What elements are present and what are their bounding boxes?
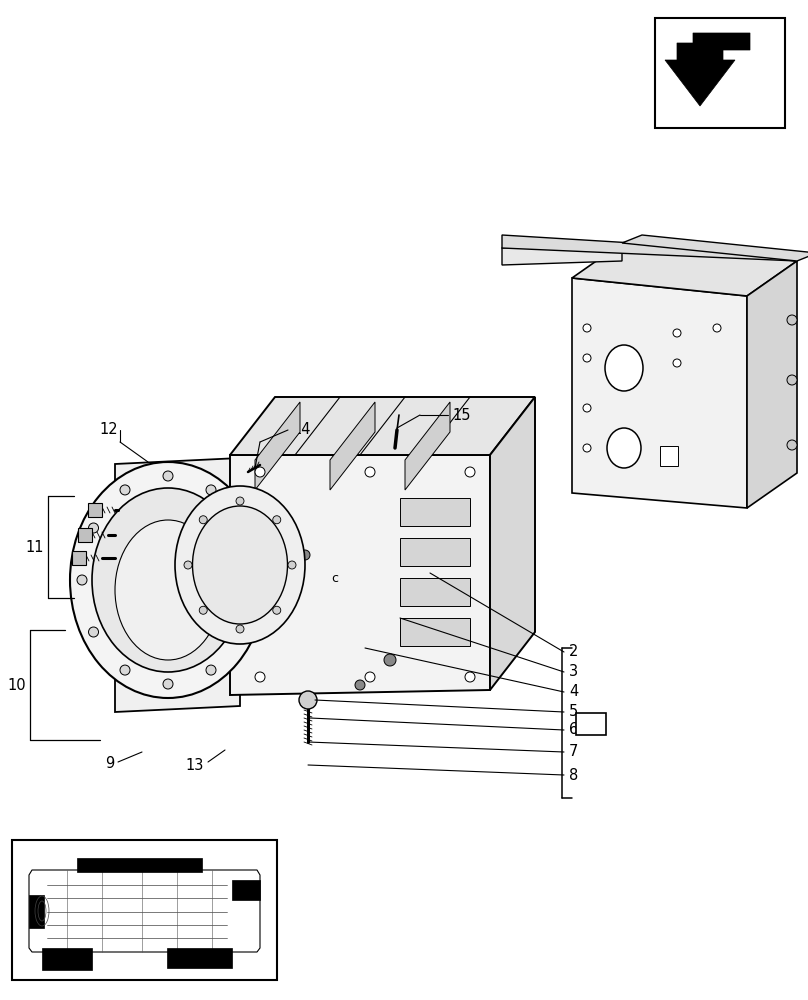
Text: 5: 5	[569, 704, 579, 720]
Polygon shape	[502, 235, 797, 261]
Circle shape	[238, 523, 247, 533]
Ellipse shape	[115, 520, 221, 660]
Polygon shape	[490, 397, 535, 690]
Circle shape	[163, 471, 173, 481]
Circle shape	[384, 654, 396, 666]
Ellipse shape	[70, 462, 266, 698]
Polygon shape	[29, 870, 260, 952]
Polygon shape	[115, 458, 240, 712]
Text: 7: 7	[569, 744, 579, 760]
Circle shape	[583, 354, 591, 362]
Circle shape	[673, 359, 681, 367]
Text: 3: 3	[569, 664, 579, 680]
Ellipse shape	[175, 486, 305, 644]
Polygon shape	[747, 261, 797, 508]
Circle shape	[236, 497, 244, 505]
Circle shape	[89, 523, 99, 533]
Circle shape	[583, 444, 591, 452]
Polygon shape	[232, 880, 260, 900]
Text: 4: 4	[569, 684, 579, 700]
Circle shape	[120, 485, 130, 495]
Bar	[12, 840, 277, 980]
Circle shape	[713, 324, 721, 332]
Circle shape	[583, 324, 591, 332]
Polygon shape	[572, 243, 797, 296]
Polygon shape	[255, 402, 300, 490]
Circle shape	[787, 315, 797, 325]
Text: 8: 8	[569, 768, 579, 782]
Circle shape	[206, 665, 216, 675]
Bar	[400, 618, 470, 646]
Bar	[88, 503, 102, 517]
Circle shape	[206, 485, 216, 495]
Bar	[400, 538, 470, 566]
Bar	[400, 498, 470, 526]
Circle shape	[89, 627, 99, 637]
Polygon shape	[502, 243, 622, 265]
Bar	[660, 446, 678, 466]
Circle shape	[300, 550, 310, 560]
Ellipse shape	[92, 488, 244, 672]
Circle shape	[200, 606, 207, 614]
Text: 15: 15	[452, 408, 470, 422]
Circle shape	[365, 467, 375, 477]
Ellipse shape	[192, 506, 288, 624]
Polygon shape	[167, 948, 232, 968]
Bar	[78, 528, 92, 542]
Text: 2: 2	[569, 645, 579, 660]
Circle shape	[184, 561, 192, 569]
Circle shape	[120, 665, 130, 675]
Circle shape	[465, 672, 475, 682]
Circle shape	[673, 329, 681, 337]
Polygon shape	[665, 33, 750, 106]
Polygon shape	[230, 455, 490, 695]
Text: 12: 12	[99, 422, 118, 438]
Text: 1: 1	[587, 716, 595, 732]
Circle shape	[200, 516, 207, 524]
Circle shape	[299, 691, 317, 709]
Polygon shape	[405, 402, 450, 490]
Polygon shape	[330, 402, 375, 490]
Circle shape	[249, 575, 259, 585]
Bar	[72, 551, 86, 565]
Circle shape	[355, 680, 365, 690]
Polygon shape	[42, 948, 92, 970]
Ellipse shape	[605, 345, 643, 391]
Text: 9: 9	[105, 756, 114, 772]
Circle shape	[255, 672, 265, 682]
Circle shape	[787, 375, 797, 385]
Text: 14: 14	[292, 422, 310, 438]
Text: 6: 6	[569, 722, 579, 738]
Bar	[400, 578, 470, 606]
Polygon shape	[29, 895, 44, 928]
Circle shape	[255, 467, 265, 477]
Text: 13: 13	[186, 758, 204, 772]
Text: 10: 10	[7, 678, 26, 692]
Circle shape	[236, 625, 244, 633]
Circle shape	[77, 575, 87, 585]
Circle shape	[273, 606, 280, 614]
Circle shape	[238, 627, 247, 637]
Circle shape	[273, 516, 280, 524]
Text: c: c	[331, 572, 339, 584]
Bar	[12, 840, 277, 980]
Polygon shape	[77, 858, 202, 872]
Circle shape	[365, 672, 375, 682]
Circle shape	[288, 561, 296, 569]
Bar	[576, 713, 606, 735]
Polygon shape	[230, 397, 535, 455]
Ellipse shape	[607, 428, 641, 468]
Polygon shape	[622, 235, 808, 261]
Circle shape	[163, 679, 173, 689]
Circle shape	[583, 404, 591, 412]
Circle shape	[787, 440, 797, 450]
Circle shape	[465, 467, 475, 477]
Text: 11: 11	[26, 540, 44, 554]
Bar	[655, 18, 785, 128]
Polygon shape	[572, 278, 747, 508]
